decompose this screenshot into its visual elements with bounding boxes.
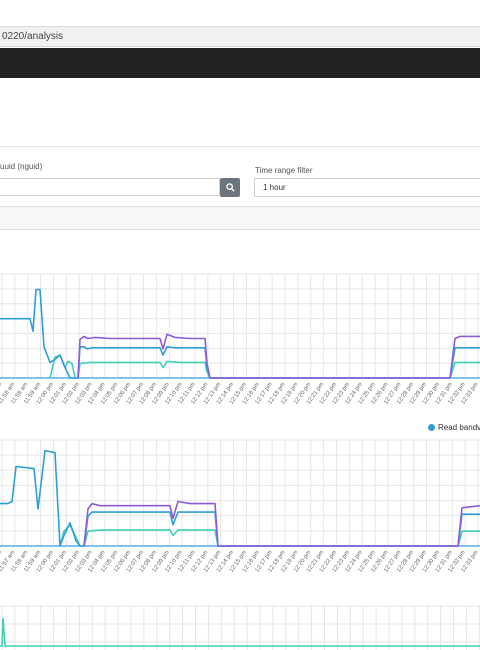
series-line-purple xyxy=(77,333,480,379)
app-navbar xyxy=(0,48,480,78)
uuid-filter-label: uuid (nguid) xyxy=(0,162,43,171)
uuid-search-input[interactable] xyxy=(0,178,220,196)
series-line-purple xyxy=(83,500,480,547)
series-line-teal xyxy=(49,354,480,379)
series-line-teal xyxy=(59,524,480,547)
section-divider xyxy=(0,146,480,147)
legend-dot-icon xyxy=(428,424,435,431)
series-line-teal xyxy=(0,617,480,647)
url-text: 0220/analysis xyxy=(2,31,64,42)
series-line-blue xyxy=(0,288,480,379)
chart-legend[interactable]: Read bandv xyxy=(428,423,480,432)
search-button[interactable] xyxy=(220,178,240,197)
time-range-value: 1 hour xyxy=(263,183,286,192)
legend-read-label: Read bandv xyxy=(438,423,480,432)
search-icon xyxy=(225,183,235,192)
time-range-select[interactable]: 1 hour xyxy=(254,178,480,197)
series-line-blue xyxy=(0,449,480,547)
chart-3 xyxy=(0,605,480,650)
chart-card-header xyxy=(0,206,480,230)
address-bar[interactable]: 0220/analysis xyxy=(0,27,480,47)
time-range-label: Time range filter xyxy=(255,166,313,175)
browser-tab-strip xyxy=(0,0,480,27)
